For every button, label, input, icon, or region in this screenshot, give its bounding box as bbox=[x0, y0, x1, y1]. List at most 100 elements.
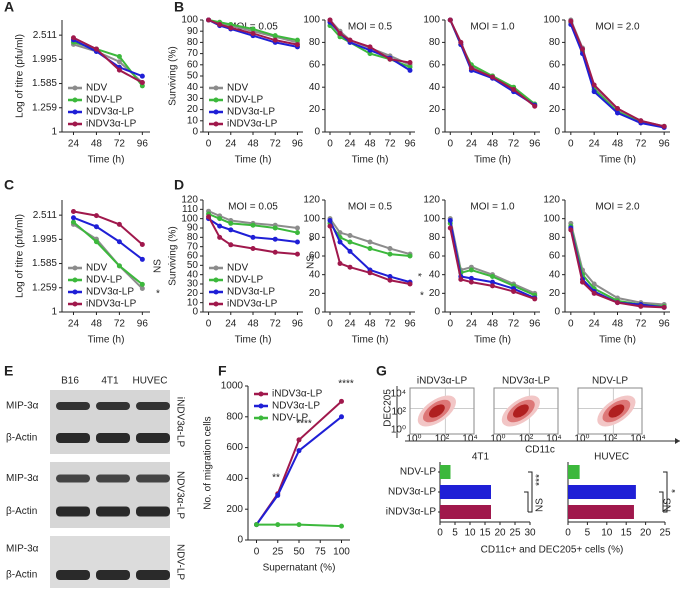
control-label: β-Actin bbox=[6, 506, 37, 517]
y-tick-label: 10 bbox=[187, 297, 199, 308]
x-tick-label: 48 bbox=[91, 319, 103, 330]
legend-label: NDV-LP bbox=[86, 275, 122, 286]
point bbox=[367, 44, 373, 50]
y-tick-label: 40 bbox=[187, 82, 199, 93]
y-tick-label: 100 bbox=[181, 15, 198, 26]
point bbox=[296, 522, 302, 528]
series-line bbox=[255, 416, 343, 526]
point bbox=[294, 37, 300, 43]
x-tick-label: 0 bbox=[206, 139, 212, 150]
chart-title: MOI = 0.5 bbox=[348, 22, 393, 33]
point bbox=[228, 220, 234, 226]
y-tick-label: 100 bbox=[543, 213, 560, 224]
x-axis-label: Time (h) bbox=[474, 335, 511, 346]
series-line bbox=[569, 229, 665, 309]
x-tick-label: 20 bbox=[640, 528, 652, 539]
point bbox=[468, 267, 474, 273]
point bbox=[458, 276, 464, 282]
y-tick-label: 0 bbox=[434, 307, 440, 318]
point bbox=[93, 239, 99, 245]
point bbox=[116, 221, 122, 227]
x-tick-label: 96 bbox=[137, 139, 149, 150]
y-tick-label: 2.511 bbox=[33, 210, 58, 221]
x-tick-label: 96 bbox=[659, 319, 671, 330]
point bbox=[139, 80, 145, 86]
x-tick-label: 5 bbox=[452, 528, 458, 539]
y-tick-label: 60 bbox=[309, 251, 321, 262]
point bbox=[294, 251, 300, 257]
point bbox=[93, 213, 99, 219]
group-label: NDV3α-LP bbox=[174, 471, 185, 519]
point bbox=[139, 241, 145, 247]
point bbox=[294, 225, 300, 231]
y-tick-label: 120 bbox=[423, 195, 440, 206]
point bbox=[70, 208, 76, 214]
y-tick-label: 0 bbox=[192, 307, 198, 318]
y-tick-label: 40 bbox=[429, 269, 441, 280]
y-tick-label: 200 bbox=[226, 504, 243, 515]
legend-label: NDV bbox=[86, 83, 107, 94]
flow-x-label: CD11c bbox=[525, 445, 555, 456]
flow-tick: 10² bbox=[392, 407, 407, 418]
y-tick-label: 1000 bbox=[221, 381, 244, 392]
point bbox=[447, 225, 453, 231]
x-tick-label: 72 bbox=[270, 139, 282, 150]
legend-label: NDV-LP bbox=[86, 95, 122, 106]
y-tick-label: 50 bbox=[187, 260, 199, 271]
y-tick-label: 90 bbox=[187, 26, 199, 37]
category-label: NDV-LP bbox=[400, 467, 436, 478]
flow-tick: 10² bbox=[519, 434, 534, 445]
chart-title: 4T1 bbox=[472, 452, 490, 463]
x-tick-label: 96 bbox=[404, 139, 416, 150]
band bbox=[56, 474, 90, 483]
x-tick-label: 48 bbox=[91, 139, 103, 150]
y-tick-label: 800 bbox=[226, 411, 243, 422]
y-tick-label: 70 bbox=[187, 241, 199, 252]
band bbox=[136, 506, 170, 517]
x-tick-label: 48 bbox=[487, 139, 499, 150]
y-axis-label: Surviving (%) bbox=[168, 46, 179, 105]
point bbox=[93, 46, 99, 52]
y-tick-label: 100 bbox=[303, 15, 320, 26]
point bbox=[591, 82, 597, 88]
flow-density bbox=[608, 404, 625, 418]
point bbox=[250, 30, 256, 36]
bracket bbox=[524, 471, 533, 513]
point bbox=[591, 281, 597, 287]
flow-tick: 10⁰ bbox=[406, 434, 421, 445]
legend-label: iNDV3α-LP bbox=[272, 389, 323, 400]
x-tick-label: 24 bbox=[225, 319, 237, 330]
point bbox=[296, 448, 302, 454]
point bbox=[532, 103, 538, 109]
x-tick-label: 25 bbox=[509, 528, 521, 539]
legend-swatch bbox=[258, 391, 264, 397]
band bbox=[96, 474, 130, 483]
series-line bbox=[569, 225, 665, 308]
point bbox=[217, 234, 223, 240]
point bbox=[458, 39, 464, 45]
series-line bbox=[72, 221, 143, 286]
x-tick-label: 72 bbox=[270, 319, 282, 330]
y-tick-label: 100 bbox=[423, 213, 440, 224]
legend-swatch bbox=[72, 97, 78, 103]
annotation: **** bbox=[338, 379, 354, 390]
band bbox=[56, 506, 90, 517]
legend-label: iNDV3α-LP bbox=[227, 299, 278, 310]
x-axis-label: Time (h) bbox=[235, 335, 272, 346]
flow-title: NDV-LP bbox=[592, 376, 628, 387]
point bbox=[580, 46, 585, 52]
legend-label: NDV3α-LP bbox=[86, 287, 134, 298]
series-line bbox=[329, 222, 411, 257]
y-tick-label: 0 bbox=[554, 307, 560, 318]
legend-label: NDV-LP bbox=[272, 413, 308, 424]
point bbox=[468, 65, 474, 71]
bar bbox=[568, 485, 636, 499]
legend-label: iNDV3α-LP bbox=[227, 119, 278, 130]
bar bbox=[440, 485, 491, 499]
lane-label: B16 bbox=[61, 376, 79, 387]
point bbox=[367, 270, 373, 276]
x-tick-label: 0 bbox=[206, 319, 212, 330]
x-tick-label: 48 bbox=[247, 139, 259, 150]
annotation: * bbox=[420, 291, 424, 302]
